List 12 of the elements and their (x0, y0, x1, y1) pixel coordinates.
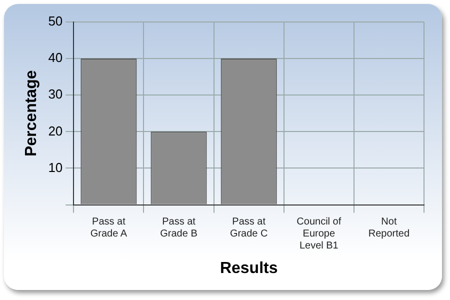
x-tick-label: Not Reported (368, 216, 410, 240)
y-tick-label: 10 (48, 160, 63, 175)
x-tick-label: Pass at Grade A (90, 216, 128, 240)
x-tick-label: Pass at Grade B (160, 216, 198, 240)
y-tick-label: 30 (48, 86, 63, 102)
y-tick-label: 20 (48, 123, 63, 138)
x-tick-label: Council of Europe Level B1 (296, 216, 342, 252)
y-tick-label: 50 (48, 14, 63, 29)
y-tick-label: 40 (48, 50, 63, 66)
y-axis-title: Percentage (23, 70, 40, 157)
x-axis-title: Results (220, 260, 278, 277)
x-tick-label: Pass at Grade C (230, 216, 268, 240)
